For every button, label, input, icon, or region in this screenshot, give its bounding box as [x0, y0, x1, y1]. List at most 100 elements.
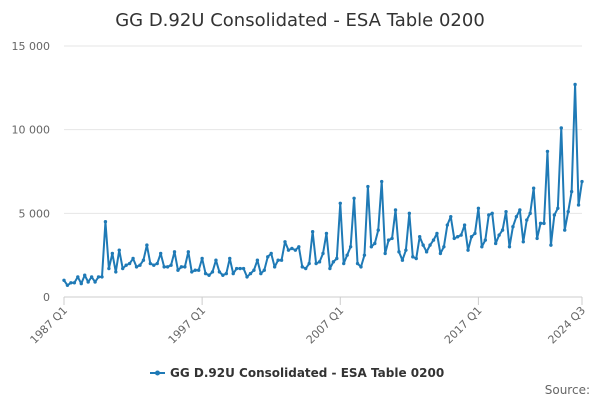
data-point[interactable]	[338, 201, 342, 205]
data-point[interactable]	[431, 238, 436, 242]
data-point[interactable]	[127, 261, 132, 266]
data-point[interactable]	[72, 281, 77, 285]
data-point[interactable]	[414, 256, 418, 261]
data-point[interactable]	[103, 220, 108, 224]
data-point[interactable]	[196, 268, 201, 272]
data-point[interactable]	[545, 149, 550, 154]
data-point[interactable]	[552, 213, 557, 217]
data-point[interactable]	[328, 266, 332, 271]
data-point[interactable]	[96, 275, 101, 279]
data-point[interactable]	[576, 203, 581, 207]
data-point[interactable]	[542, 221, 546, 226]
data-point[interactable]	[466, 248, 470, 252]
data-point[interactable]	[390, 236, 394, 241]
data-point[interactable]	[286, 248, 291, 252]
data-point[interactable]	[307, 261, 311, 266]
data-point[interactable]	[359, 265, 363, 269]
data-point[interactable]	[89, 275, 94, 279]
data-point[interactable]	[366, 184, 370, 189]
data-point[interactable]	[421, 243, 425, 247]
data-point[interactable]	[124, 263, 128, 267]
data-point[interactable]	[310, 230, 315, 234]
data-point[interactable]	[476, 206, 481, 211]
data-point[interactable]	[114, 270, 118, 274]
data-point[interactable]	[162, 265, 166, 269]
data-point[interactable]	[79, 281, 83, 286]
data-point[interactable]	[252, 268, 256, 272]
data-point[interactable]	[148, 261, 153, 266]
legend[interactable]: GG D.92U Consolidated - ESA Table 0200	[150, 366, 444, 380]
data-point[interactable]	[493, 241, 498, 246]
data-point[interactable]	[107, 266, 111, 271]
data-point[interactable]	[525, 218, 529, 222]
data-point[interactable]	[217, 270, 222, 274]
data-point[interactable]	[158, 251, 163, 256]
data-point[interactable]	[110, 251, 115, 256]
data-point[interactable]	[386, 238, 391, 242]
data-point[interactable]	[400, 258, 405, 262]
data-point[interactable]	[131, 256, 135, 261]
data-point[interactable]	[411, 255, 415, 259]
data-point[interactable]	[186, 250, 191, 254]
data-point[interactable]	[580, 179, 584, 184]
data-point[interactable]	[283, 240, 287, 244]
data-point[interactable]	[231, 271, 235, 276]
data-point[interactable]	[165, 265, 170, 269]
data-point[interactable]	[449, 214, 453, 219]
data-point[interactable]	[404, 248, 408, 252]
data-point[interactable]	[314, 261, 318, 266]
data-point[interactable]	[507, 245, 512, 249]
data-point[interactable]	[228, 256, 232, 261]
data-point[interactable]	[514, 214, 519, 219]
data-point[interactable]	[445, 223, 450, 227]
data-point[interactable]	[483, 238, 488, 242]
data-point[interactable]	[221, 273, 225, 277]
data-point[interactable]	[345, 253, 349, 257]
data-point[interactable]	[279, 258, 284, 262]
data-point[interactable]	[86, 280, 90, 284]
data-point[interactable]	[393, 208, 398, 212]
data-point[interactable]	[121, 266, 125, 271]
data-point[interactable]	[190, 270, 194, 274]
data-point[interactable]	[435, 231, 439, 236]
data-point[interactable]	[269, 251, 273, 256]
data-point[interactable]	[455, 235, 460, 239]
data-point[interactable]	[362, 253, 367, 257]
data-point[interactable]	[473, 231, 477, 236]
data-point[interactable]	[145, 243, 149, 247]
data-point[interactable]	[203, 271, 208, 276]
data-point[interactable]	[179, 265, 184, 269]
data-point[interactable]	[549, 243, 553, 247]
data-point[interactable]	[321, 251, 325, 256]
data-point[interactable]	[152, 263, 156, 267]
data-point[interactable]	[511, 225, 515, 229]
data-point[interactable]	[531, 186, 536, 190]
data-point[interactable]	[424, 250, 429, 254]
data-point[interactable]	[335, 256, 339, 261]
data-point[interactable]	[259, 271, 263, 276]
data-point[interactable]	[383, 251, 387, 256]
data-point[interactable]	[373, 241, 377, 246]
data-point[interactable]	[172, 250, 177, 254]
data-point[interactable]	[438, 251, 443, 256]
data-point[interactable]	[380, 179, 384, 184]
data-point[interactable]	[255, 258, 260, 262]
data-point[interactable]	[276, 258, 280, 262]
data-point[interactable]	[93, 280, 97, 284]
data-point[interactable]	[459, 233, 463, 237]
data-point[interactable]	[245, 275, 249, 279]
data-point[interactable]	[176, 268, 180, 272]
data-point[interactable]	[535, 236, 539, 241]
data-point[interactable]	[272, 265, 277, 269]
data-point[interactable]	[538, 221, 543, 226]
data-point[interactable]	[480, 245, 484, 249]
data-point[interactable]	[238, 266, 242, 271]
data-point[interactable]	[528, 211, 532, 216]
data-point[interactable]	[100, 275, 104, 279]
data-point[interactable]	[155, 261, 159, 266]
data-point[interactable]	[141, 258, 146, 262]
data-point[interactable]	[290, 246, 294, 251]
data-point[interactable]	[469, 235, 474, 239]
data-point[interactable]	[293, 248, 298, 252]
data-point[interactable]	[442, 245, 446, 249]
